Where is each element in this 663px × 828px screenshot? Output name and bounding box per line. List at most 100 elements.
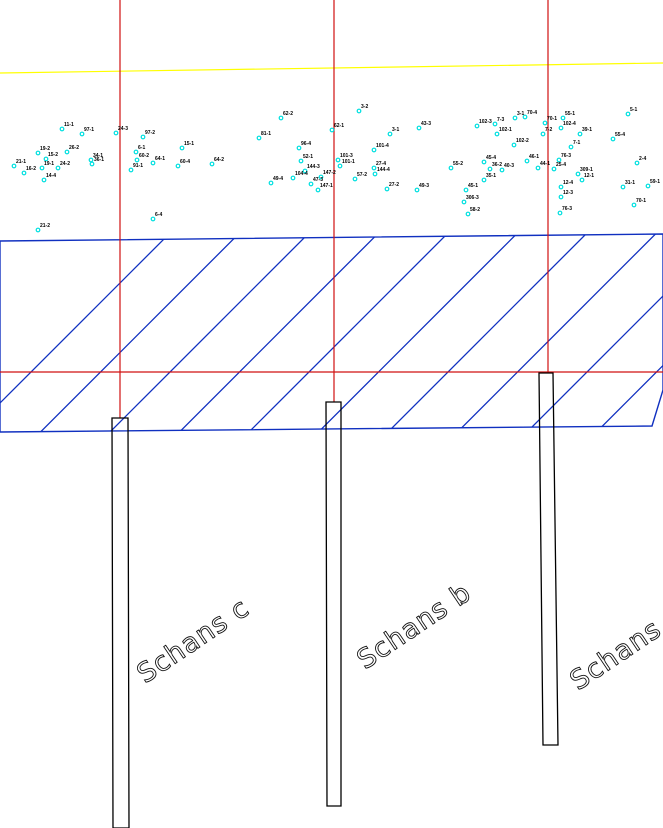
survey-point: 2-4: [634, 156, 646, 166]
survey-point-label: 2-4: [639, 156, 646, 162]
survey-point: 144-3: [302, 164, 320, 174]
grid-lines: [0, 0, 663, 418]
band-outline: [0, 233, 663, 433]
survey-point-label: 97-1: [84, 127, 94, 133]
survey-point-label: 306-3: [466, 195, 479, 201]
survey-point: 64-2: [209, 157, 224, 167]
hatch-line: [178, 234, 379, 432]
survey-point: 3-1: [387, 127, 399, 137]
survey-point-marker: [140, 134, 146, 140]
survey-point-marker: [560, 115, 566, 121]
survey-point-label: 15-2: [48, 152, 58, 158]
survey-point: 62-2: [278, 111, 293, 121]
survey-point: 35-1: [481, 173, 496, 183]
survey-point-marker: [290, 175, 296, 181]
survey-point-label: 102-4: [563, 121, 576, 127]
survey-point-marker: [556, 157, 562, 163]
survey-point: 144-4: [372, 167, 390, 177]
survey-point-marker: [524, 158, 530, 164]
hatch-line: [525, 234, 663, 432]
survey-point-label: 43-3: [421, 121, 431, 127]
survey-point-label: 70-1: [636, 198, 646, 204]
survey-point-label: 70-1: [547, 116, 557, 122]
survey-point-label: 49-4: [273, 176, 283, 182]
survey-point: 12-1: [579, 173, 594, 183]
survey-point-marker: [414, 187, 420, 193]
survey-point-marker: [298, 158, 304, 164]
survey-point-label: 97-2: [145, 130, 155, 136]
survey-point: 16-2: [21, 166, 36, 176]
survey-point-label: 57-2: [357, 172, 367, 178]
survey-point-marker: [568, 144, 574, 150]
survey-point: 102-3: [474, 119, 492, 129]
survey-point-label: 45-4: [486, 155, 496, 161]
survey-point-label: 144-4: [377, 167, 390, 173]
survey-point: 70-1: [631, 198, 646, 208]
survey-point-label: 45-1: [468, 183, 478, 189]
survey-point-marker: [492, 121, 498, 127]
survey-point-marker: [41, 177, 47, 183]
survey-point-marker: [59, 126, 65, 132]
survey-point: 21-2: [35, 223, 50, 233]
survey-point-marker: [610, 136, 616, 142]
survey-point-marker: [481, 177, 487, 183]
survey-point: 306-3: [461, 195, 479, 205]
survey-point-label: 12-4: [563, 180, 573, 186]
survey-point: 24-2: [55, 161, 70, 171]
survey-point: 70-4: [522, 110, 537, 120]
survey-point-label: 27-2: [389, 182, 399, 188]
survey-point: 57-2: [352, 172, 367, 182]
survey-point-label: 24-2: [60, 161, 70, 167]
survey-point: 55-2: [448, 161, 463, 171]
survey-point-marker: [487, 166, 493, 172]
survey-point-label: 55-2: [453, 161, 463, 167]
survey-point-marker: [55, 165, 61, 171]
survey-point-label: 19-2: [40, 146, 50, 152]
survey-point-label: 59-1: [650, 179, 660, 185]
survey-point-label: 102-3: [479, 119, 492, 125]
survey-point-marker: [278, 115, 284, 121]
survey-point-marker: [88, 157, 94, 163]
survey-point-label: 3-2: [361, 104, 368, 110]
survey-point: 40-3: [499, 163, 514, 173]
survey-point-label: 147-1: [320, 183, 333, 189]
survey-point: 91-1: [128, 163, 143, 173]
survey-point-marker: [64, 149, 70, 155]
survey-point: 58-2: [465, 207, 480, 217]
survey-point: 12-3: [558, 190, 573, 200]
survey-point-marker: [372, 171, 378, 177]
survey-point: 27-2: [384, 182, 399, 192]
survey-point-label: 34-1: [93, 153, 103, 159]
survey-point: 6-1: [133, 145, 145, 155]
survey-point: 25-4: [551, 162, 566, 172]
survey-point-label: 52-1: [303, 154, 313, 160]
survey-point-marker: [302, 168, 308, 174]
survey-point: 101-4: [371, 143, 389, 153]
survey-point-label: 144-3: [307, 164, 320, 170]
survey-point-label: 104-4: [295, 171, 308, 177]
survey-point-marker: [499, 167, 505, 173]
survey-point-label: 62-1: [334, 123, 344, 129]
survey-point-label: 11-1: [64, 122, 74, 128]
survey-point-marker: [575, 171, 581, 177]
survey-point-label: 96-4: [301, 141, 311, 147]
survey-point-marker: [620, 184, 626, 190]
survey-point-label: 24-3: [118, 126, 128, 132]
survey-point: 81-1: [256, 131, 271, 141]
trench-c-outline: [111, 417, 130, 828]
survey-point: 59-1: [645, 179, 660, 189]
survey-point: 15-1: [179, 141, 194, 151]
survey-point: 101-3: [335, 153, 353, 163]
trench-outlines: [111, 372, 559, 828]
survey-point: 44-1: [535, 161, 550, 171]
trench-b-outline: [325, 401, 342, 807]
survey-point: 70-1: [542, 116, 557, 126]
survey-point-marker: [558, 194, 564, 200]
survey-point-label: 91-1: [133, 163, 143, 169]
survey-point: 14-4: [41, 173, 56, 183]
survey-point: 7-2: [540, 127, 552, 137]
survey-point: 46-1: [524, 154, 539, 164]
survey-point-label: 3-1: [517, 111, 524, 117]
survey-point: 19-2: [35, 146, 50, 156]
survey-point: 55-1: [560, 111, 575, 121]
